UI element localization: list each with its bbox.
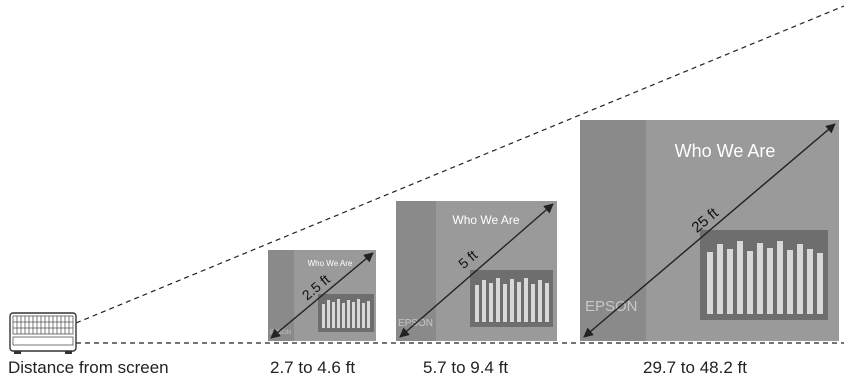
slide-title: Who We Are (308, 259, 353, 268)
projection-beam-upper (75, 5, 844, 324)
slide-title: Who We Are (675, 141, 776, 161)
slide-title: Who We Are (452, 213, 519, 227)
diagonal-arrow (270, 252, 374, 339)
screen-large: Who We Are EPSON 25 ft (580, 120, 839, 341)
slide-photo (318, 294, 374, 332)
screen-medium: Who We Are EPSON 5 ft (396, 201, 557, 341)
distance-range-small: 2.7 to 4.6 ft (270, 358, 356, 377)
brand-logo: EPSON (585, 298, 638, 315)
diagonal-arrow (399, 203, 554, 338)
distance-range-large: 29.7 to 48.2 ft (643, 358, 747, 377)
distance-from-screen-label: Distance from screen (8, 358, 169, 377)
screen-small: Who We Are EPSON 2.5 ft (268, 250, 376, 341)
diagonal-arrow (583, 123, 836, 338)
projector-icon (9, 312, 77, 354)
distance-range-medium: 5.7 to 9.4 ft (423, 358, 509, 377)
